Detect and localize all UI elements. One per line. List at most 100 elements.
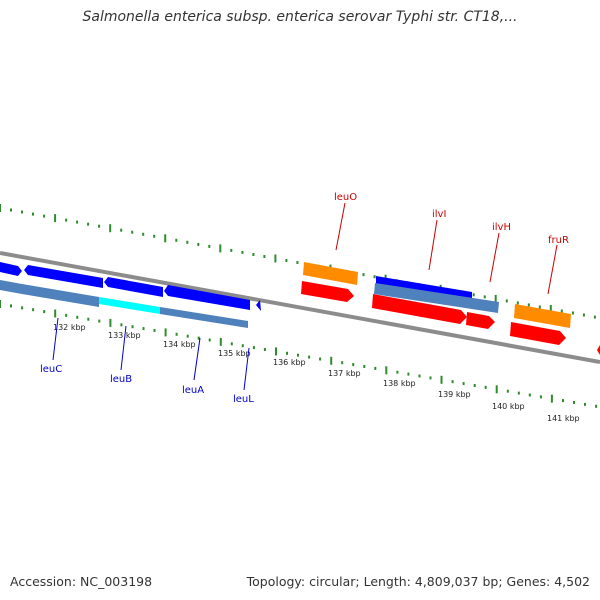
major-tick <box>495 385 498 394</box>
kbp-label: 136 kbp <box>273 358 306 367</box>
minor-tick <box>153 329 156 332</box>
minor-tick <box>230 342 233 346</box>
gene-feature-fruR-orange[interactable] <box>514 304 571 328</box>
minor-tick <box>539 395 542 399</box>
minor-tick <box>286 351 288 355</box>
gene-label-leuA[interactable]: leuA <box>182 385 204 396</box>
cds-feature-leuC[interactable] <box>0 280 22 294</box>
major-tick <box>164 234 167 243</box>
minor-tick <box>241 344 244 348</box>
gene-feature-ilvH[interactable] <box>466 312 495 329</box>
major-tick <box>330 356 333 365</box>
kbp-label: 134 kbp <box>163 340 196 349</box>
minor-tick <box>65 313 68 317</box>
minor-tick <box>363 365 366 368</box>
minor-tick <box>418 374 421 378</box>
minor-tick <box>516 301 519 305</box>
cds-feature-leuB-highlight[interactable] <box>99 297 160 314</box>
major-tick <box>440 375 443 384</box>
minor-tick <box>186 334 189 338</box>
minor-tick <box>175 238 178 242</box>
gene-feature-leuO-orange[interactable] <box>303 262 358 285</box>
major-tick <box>549 305 552 313</box>
gene-label-fruR[interactable]: fruR <box>548 235 569 246</box>
gene-label-leuL[interactable]: leuL <box>233 394 254 405</box>
major-tick <box>109 224 112 233</box>
minor-tick <box>462 382 465 386</box>
minor-tick <box>131 230 134 234</box>
tick-ruler-lower <box>0 300 598 408</box>
gene-feature-leuA[interactable] <box>164 285 250 310</box>
minor-tick <box>175 332 178 336</box>
major-tick <box>494 294 497 303</box>
minor-tick <box>296 261 299 264</box>
major-tick <box>54 214 57 223</box>
minor-tick <box>241 250 244 254</box>
minor-tick <box>505 299 508 303</box>
forward-features[interactable] <box>301 262 600 355</box>
major-tick <box>164 328 167 337</box>
minor-tick <box>65 218 68 222</box>
minor-tick <box>571 311 574 315</box>
minor-tick <box>186 240 189 244</box>
gene-label-leuC[interactable]: leuC <box>40 364 62 375</box>
minor-tick <box>297 353 299 357</box>
cds-feature-leuA[interactable] <box>160 307 248 328</box>
minor-tick <box>252 253 255 256</box>
label-leader-leuO <box>335 202 346 251</box>
label-leader-fruR <box>547 244 558 295</box>
minor-tick <box>396 370 399 374</box>
gene-feature-leuB[interactable] <box>104 277 163 297</box>
minor-tick <box>472 293 475 297</box>
gene-feature-fruR[interactable] <box>510 322 566 345</box>
gene-feature-edge[interactable] <box>597 345 600 355</box>
gene-label-leuB[interactable]: leuB <box>110 374 132 385</box>
gene-label-ilvH[interactable]: ilvH <box>492 222 511 233</box>
minor-tick <box>373 275 376 279</box>
minor-tick <box>374 366 377 370</box>
minor-tick <box>32 212 34 216</box>
label-leader-leuL <box>243 347 250 391</box>
reverse-features[interactable] <box>0 262 261 328</box>
minor-tick <box>352 363 355 367</box>
minor-tick <box>208 244 211 248</box>
minor-tick <box>142 232 145 236</box>
minor-tick <box>98 319 101 323</box>
kbp-label: 139 kbp <box>438 390 471 399</box>
gene-label-ilvI[interactable]: ilvI <box>432 209 446 220</box>
major-tick <box>275 347 277 356</box>
cds-feature-ilvI[interactable] <box>374 283 499 313</box>
gene-feature-ilvI-blue[interactable] <box>376 276 472 300</box>
minor-tick <box>584 402 586 406</box>
minor-tick <box>197 242 200 246</box>
gene-feature-ilvI[interactable] <box>372 294 467 324</box>
minor-tick <box>153 234 156 238</box>
minor-tick <box>10 304 12 308</box>
minor-tick <box>528 393 531 397</box>
gene-label-leuO[interactable]: leuO <box>334 192 357 203</box>
minor-tick <box>362 273 365 277</box>
minor-tick <box>208 338 211 342</box>
genome-summary-text: Topology: circular; Length: 4,809,037 bp… <box>246 574 590 589</box>
minor-tick <box>87 317 90 321</box>
minor-tick <box>582 313 585 317</box>
genome-title: Salmonella enterica subsp. enterica sero… <box>82 9 518 25</box>
major-tick <box>54 309 57 318</box>
scale-labels: 132 kbp 133 kbp 134 kbp 135 kbp 136 kbp … <box>53 323 580 423</box>
gene-feature-leuC[interactable] <box>24 265 103 288</box>
minor-tick <box>43 310 46 314</box>
gene-feature-leuL[interactable] <box>256 300 261 311</box>
cds-feature-leuCB[interactable] <box>22 284 99 307</box>
kbp-label: 133 kbp <box>108 331 141 340</box>
kbp-label: 135 kbp <box>218 349 251 358</box>
minor-tick <box>10 208 12 212</box>
gene-feature-leuO[interactable] <box>301 281 354 302</box>
kbp-label: 141 kbp <box>547 414 580 423</box>
major-tick <box>550 394 553 403</box>
gene-feature-leuC-partial[interactable] <box>0 262 22 276</box>
reverse-gene-labels: leuC leuB leuA leuL <box>40 317 254 405</box>
minor-tick <box>573 401 575 404</box>
minor-tick <box>483 295 486 299</box>
accession-text: Accession: NC_003198 <box>10 574 153 589</box>
